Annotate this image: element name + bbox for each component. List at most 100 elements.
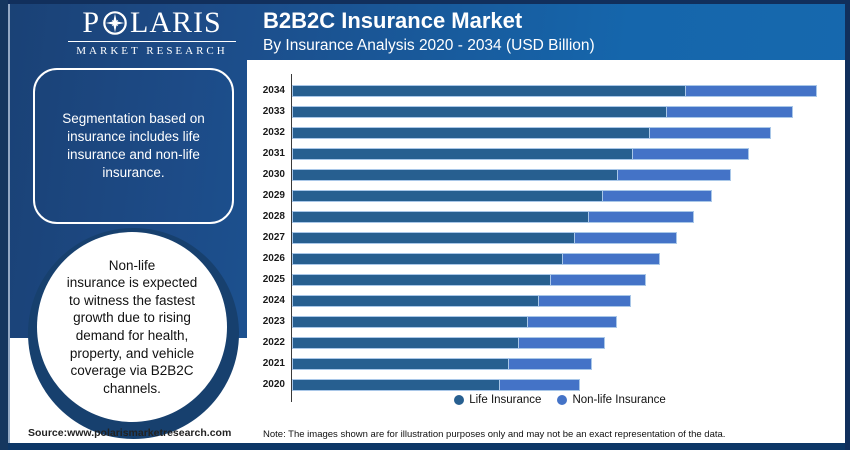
nonlife-bar-segment — [528, 315, 618, 328]
border-top — [0, 0, 850, 4]
nonlife-bar-segment — [562, 252, 661, 265]
life-bar-segment — [292, 210, 589, 223]
year-tick-label: 2021 — [262, 358, 285, 369]
left-accent-line — [8, 4, 10, 443]
logo-subtext: MARKET RESEARCH — [76, 45, 228, 57]
life-bar-segment — [292, 336, 519, 349]
border-left — [0, 0, 8, 450]
plot-rows: 2034 2033 2032 2031 2030 2029 2028 2027 2026 2025… — [247, 80, 845, 395]
bar-track — [292, 273, 839, 286]
nonlife-bar-segment — [649, 126, 771, 139]
year-tick-label: 2025 — [262, 274, 285, 285]
life-bar-segment — [292, 126, 650, 139]
nonlife-bar-segment — [685, 84, 817, 97]
bar-track — [292, 231, 839, 244]
life-bar-segment — [292, 357, 509, 370]
chart-row: 2024 — [247, 290, 845, 311]
logo-wordmark: P LARIS — [62, 7, 242, 39]
bar-track — [292, 357, 839, 370]
year-tick-label: 2033 — [262, 106, 285, 117]
chart-row: 2029 — [247, 185, 845, 206]
life-bar-segment — [292, 315, 529, 328]
nonlife-bar-segment — [618, 168, 731, 181]
logo-divider — [68, 41, 236, 42]
year-tick-label: 2028 — [262, 211, 285, 222]
legend-label: Non-life Insurance — [572, 394, 666, 406]
chart-row: 2023 — [247, 311, 845, 332]
nonlife-bar-segment — [575, 231, 677, 244]
year-tick-label: 2034 — [262, 85, 285, 96]
bar-track — [292, 189, 839, 202]
legend-item: Life Insurance — [454, 394, 541, 406]
bar-track — [292, 252, 839, 265]
nonlife-bar-segment — [508, 357, 592, 370]
year-tick-label: 2026 — [262, 253, 285, 264]
bar-track — [292, 378, 839, 391]
year-tick-label: 2027 — [262, 232, 285, 243]
bar-track — [292, 294, 839, 307]
y-axis-line — [291, 74, 292, 402]
year-tick-label: 2023 — [262, 316, 285, 327]
disclaimer-note: Note: The images shown are for illustrat… — [263, 429, 726, 440]
life-bar-segment — [292, 231, 576, 244]
life-bar-segment — [292, 378, 501, 391]
bar-track — [292, 336, 839, 349]
circle-callout-text: Non-life insurance is expected to witnes… — [66, 257, 198, 396]
life-bar-segment — [292, 168, 619, 181]
source-text: Source:www.polarismarketresearch.com — [28, 427, 232, 439]
nonlife-bar-segment — [667, 105, 794, 118]
life-bar-segment — [292, 189, 603, 202]
life-bar-segment — [292, 294, 540, 307]
chart-row: 2032 — [247, 122, 845, 143]
nonlife-bar-segment — [588, 210, 695, 223]
legend-label: Life Insurance — [469, 394, 542, 406]
segmentation-callout-box: Segmentation based on insurance includes… — [33, 68, 234, 224]
border-bottom — [0, 443, 850, 450]
life-bar-segment — [292, 105, 668, 118]
nonlife-bar-segment — [632, 147, 750, 160]
chart-panel: 2034 2033 2032 2031 2030 2029 2028 2027 2026 2025… — [247, 60, 845, 443]
life-legend-dot-icon — [454, 395, 465, 405]
chart-row: 2027 — [247, 227, 845, 248]
bar-track — [292, 147, 839, 160]
year-tick-label: 2024 — [262, 295, 285, 306]
page-subtitle: By Insurance Analysis 2020 - 2034 (USD B… — [263, 37, 595, 54]
year-tick-label: 2031 — [262, 148, 285, 159]
bar-track — [292, 84, 839, 97]
chart-row: 2031 — [247, 143, 845, 164]
chart-row: 2021 — [247, 353, 845, 374]
circle-callout: Non-life insurance is expected to witnes… — [37, 232, 227, 422]
life-bar-segment — [292, 147, 633, 160]
logo-text-p: P — [82, 6, 100, 39]
logo-text-laris: LARIS — [130, 6, 222, 39]
chart-row: 2028 — [247, 206, 845, 227]
legend-item: Non-life Insurance — [557, 394, 666, 406]
bar-track — [292, 210, 839, 223]
chart-row: 2026 — [247, 248, 845, 269]
bar-track — [292, 315, 839, 328]
circle-callout-ring: Non-life insurance is expected to witnes… — [28, 228, 239, 439]
bar-track — [292, 105, 839, 118]
life-bar-segment — [292, 252, 563, 265]
year-tick-label: 2030 — [262, 169, 285, 180]
chart-row: 2020 — [247, 374, 845, 395]
legend: Life Insurance Non-life Insurance — [247, 394, 845, 406]
page-title: B2B2C Insurance Market — [263, 8, 523, 33]
nonlife-bar-segment — [539, 294, 631, 307]
chart-row: 2033 — [247, 101, 845, 122]
year-tick-label: 2022 — [262, 337, 285, 348]
nonlife-legend-dot-icon — [557, 395, 568, 405]
life-bar-segment — [292, 273, 551, 286]
chart-row: 2025 — [247, 269, 845, 290]
life-bar-segment — [292, 84, 686, 97]
nonlife-bar-segment — [602, 189, 712, 202]
chart-row: 2022 — [247, 332, 845, 353]
polaris-logo: P LARIS MARKET RESEARCH — [62, 7, 242, 57]
year-tick-label: 2020 — [262, 379, 285, 390]
year-tick-label: 2029 — [262, 190, 285, 201]
chart-row: 2034 — [247, 80, 845, 101]
year-tick-label: 2032 — [262, 127, 285, 138]
nonlife-bar-segment — [550, 273, 646, 286]
border-right — [845, 0, 850, 450]
